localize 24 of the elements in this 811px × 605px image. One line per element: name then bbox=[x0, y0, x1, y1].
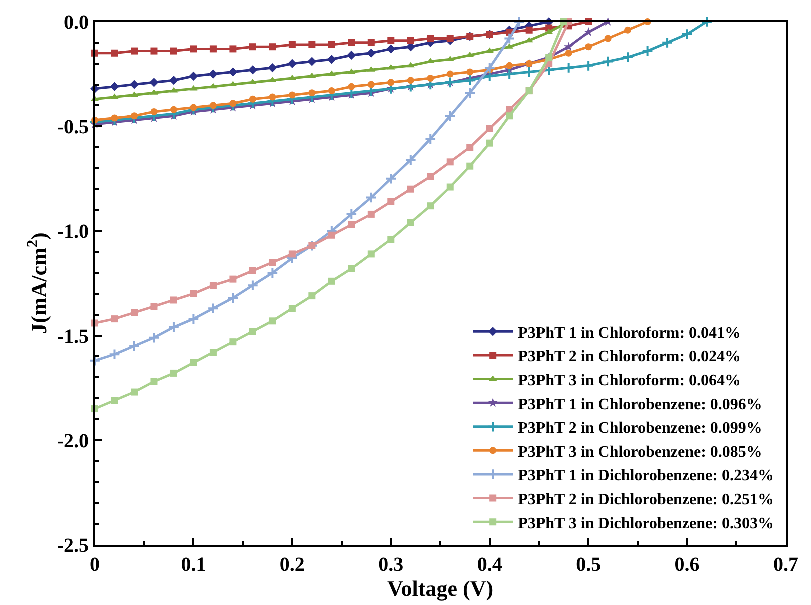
legend-label: P3PhT 1 in Chlorobenzene: 0.096% bbox=[518, 396, 762, 414]
x-tick-label: 0.2 bbox=[280, 554, 305, 576]
legend-label: P3PhT 3 in Dichlorobenzene: 0.303% bbox=[518, 515, 774, 532]
x-tick-label: 0.7 bbox=[774, 554, 798, 576]
x-tick-label: 0.3 bbox=[378, 554, 404, 576]
y-tick-label: 0.0 bbox=[64, 12, 89, 34]
x-axis-title: Voltage (V) bbox=[387, 576, 494, 601]
legend-label: P3PhT 2 in Dichlorobenzene: 0.251% bbox=[518, 492, 774, 509]
y-tick-label: -2.0 bbox=[57, 430, 89, 452]
legend-label: P3PhT 2 in Chlorobenzene: 0.099% bbox=[518, 420, 762, 438]
legend-label: P3PhT 3 in Chloroform: 0.064% bbox=[518, 372, 742, 390]
x-tick-label: 0.6 bbox=[674, 554, 700, 576]
y-tick-label: -0.5 bbox=[57, 116, 89, 139]
y-tick-label: -1.5 bbox=[57, 326, 89, 348]
legend-label: P3PhT 1 in Dichlorobenzene: 0.234% bbox=[518, 468, 774, 485]
x-tick-label: 0 bbox=[90, 554, 100, 576]
y-tick-label: -1.0 bbox=[57, 221, 89, 244]
x-tick-label: 0.5 bbox=[576, 554, 602, 576]
legend-label: P3PhT 2 in Chloroform: 0.024% bbox=[518, 348, 742, 366]
legend-label: P3PhT 3 in Chlorobenzene: 0.085% bbox=[518, 444, 762, 461]
x-tick-label: 0.4 bbox=[477, 554, 502, 576]
x-tick-label: 0.1 bbox=[181, 554, 206, 576]
y-tick-label: -2.5 bbox=[57, 535, 89, 557]
legend-label: P3PhT 1 in Chloroform: 0.041% bbox=[518, 324, 742, 342]
